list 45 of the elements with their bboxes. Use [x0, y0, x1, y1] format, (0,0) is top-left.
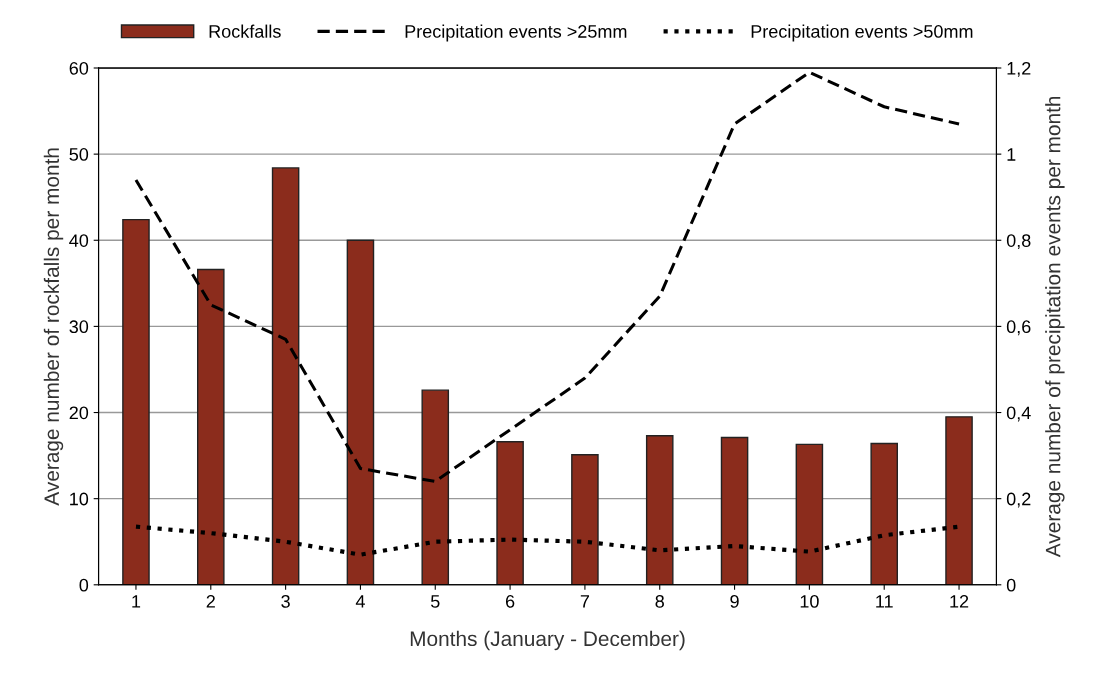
- y2-axis-title: Average number of precipitation events per month: [1045, 96, 1065, 558]
- legend-label: Precipitation events >25mm: [405, 24, 627, 42]
- x-tick-label: 4: [355, 595, 365, 608]
- bar: [346, 239, 375, 585]
- y2-tick-label: 0,6: [1006, 320, 1031, 336]
- x-tick-label: 9: [730, 595, 739, 608]
- x-tick-label: 12: [950, 595, 969, 608]
- x-tick-label: 2: [206, 595, 215, 608]
- x-tick-label: 10: [800, 595, 819, 608]
- y2-tick-label: 1,2: [1007, 61, 1031, 77]
- x-tick-label: 1: [132, 595, 141, 608]
- y2-tick-label: 1: [1007, 148, 1016, 161]
- bar: [795, 443, 824, 585]
- x-axis-title: Months (January - December): [410, 630, 685, 651]
- line-series: [134, 70, 961, 483]
- x-tick-label: 6: [505, 595, 515, 608]
- bar: [571, 454, 599, 585]
- x-tick-label: 8: [655, 595, 664, 608]
- x-tick-label: 7: [580, 595, 590, 608]
- bar: [645, 435, 674, 585]
- bar: [271, 167, 300, 585]
- x-tick-label: 5: [430, 595, 440, 608]
- bar: [196, 268, 225, 585]
- y-tick-label: 20: [69, 406, 89, 420]
- legend-label: Rockfalls: [209, 24, 281, 38]
- bar: [870, 442, 899, 585]
- y2-tick-label: 0,2: [1006, 492, 1031, 508]
- bar: [720, 436, 749, 585]
- y-tick-label: 60: [69, 61, 89, 75]
- y-tick-label: 0: [79, 578, 89, 592]
- x-tick-label: 3: [281, 595, 290, 608]
- y2-tick-label: 0: [1006, 578, 1016, 592]
- y2-tick-label: 0,4: [1006, 406, 1031, 422]
- y-tick-label: 50: [69, 148, 89, 161]
- y-tick-label: 10: [70, 492, 89, 506]
- bar: [945, 416, 973, 585]
- y2-tick-label: 0,8: [1006, 234, 1031, 250]
- y-tick-label: 40: [69, 234, 89, 247]
- bar: [421, 389, 450, 585]
- bar: [122, 218, 150, 585]
- bar: [496, 441, 524, 585]
- legend-label: Precipitation events >50mm: [751, 24, 973, 42]
- y-axis-title: Average number of rockfalls per month: [43, 148, 64, 506]
- y-tick-label: 30: [69, 320, 89, 334]
- x-tick-label: 11: [876, 595, 893, 608]
